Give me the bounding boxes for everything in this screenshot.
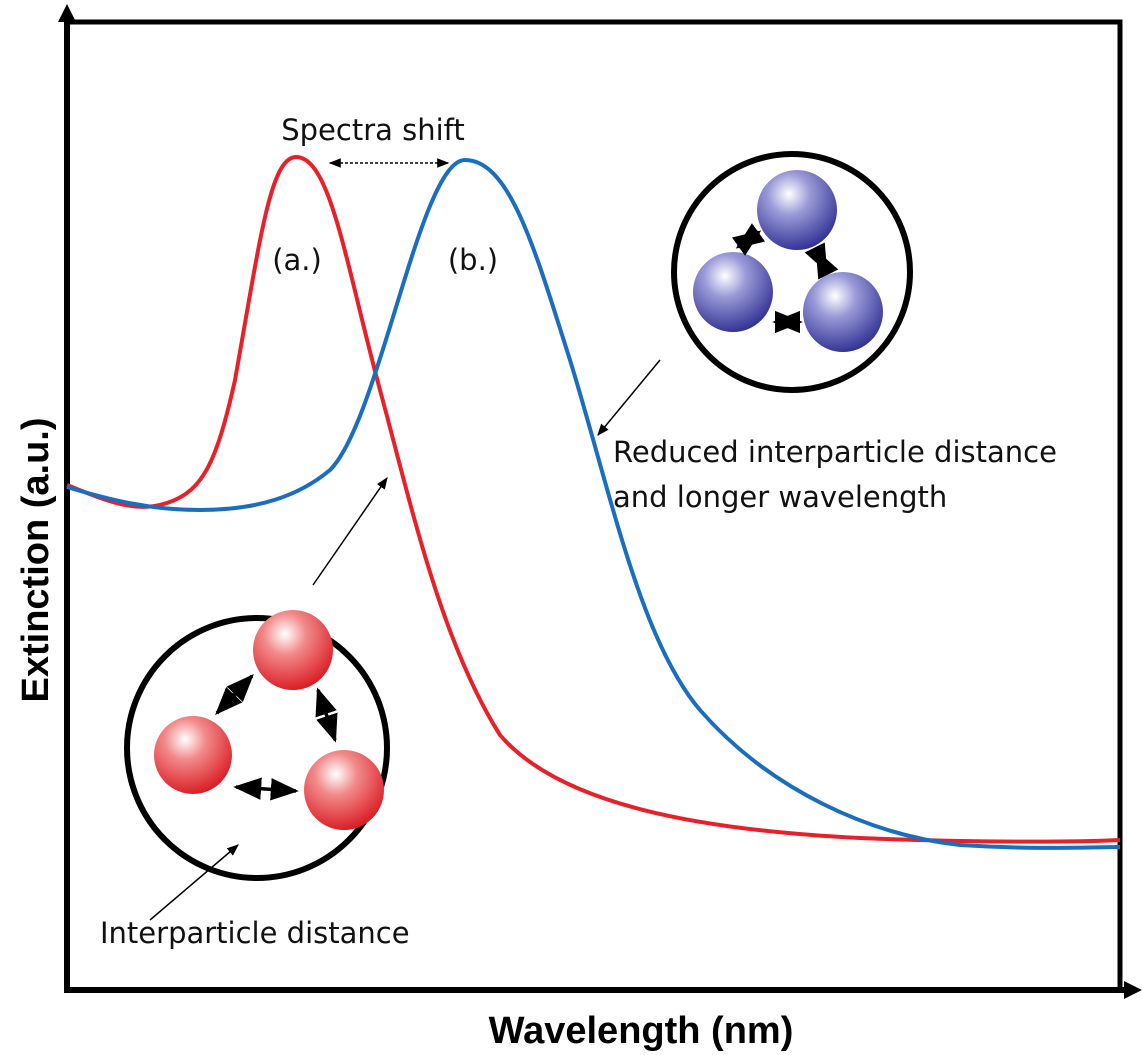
reduced-label: Reduced interparticle distance	[613, 435, 1057, 469]
curve-b	[66, 157, 1121, 850]
reduced-label: and longer wavelength	[613, 480, 947, 514]
peak-a-label: (a.)	[272, 243, 322, 277]
peak-b-label: (b.)	[448, 243, 498, 277]
y-arrow	[58, 4, 76, 22]
y-axis-label: Extinction (a.u.)	[15, 418, 57, 703]
curve-a	[66, 154, 1121, 844]
x-axis-label: Wavelength (nm)	[489, 1010, 794, 1052]
frame	[64, 12, 1132, 993]
interparticle-label: Interparticle distance	[100, 916, 410, 950]
x-arrow	[1124, 981, 1142, 999]
pointers	[149, 158, 661, 921]
cluster-a	[124, 610, 390, 881]
cluster-b	[671, 151, 913, 393]
shift-label: Spectra shift	[281, 113, 465, 147]
